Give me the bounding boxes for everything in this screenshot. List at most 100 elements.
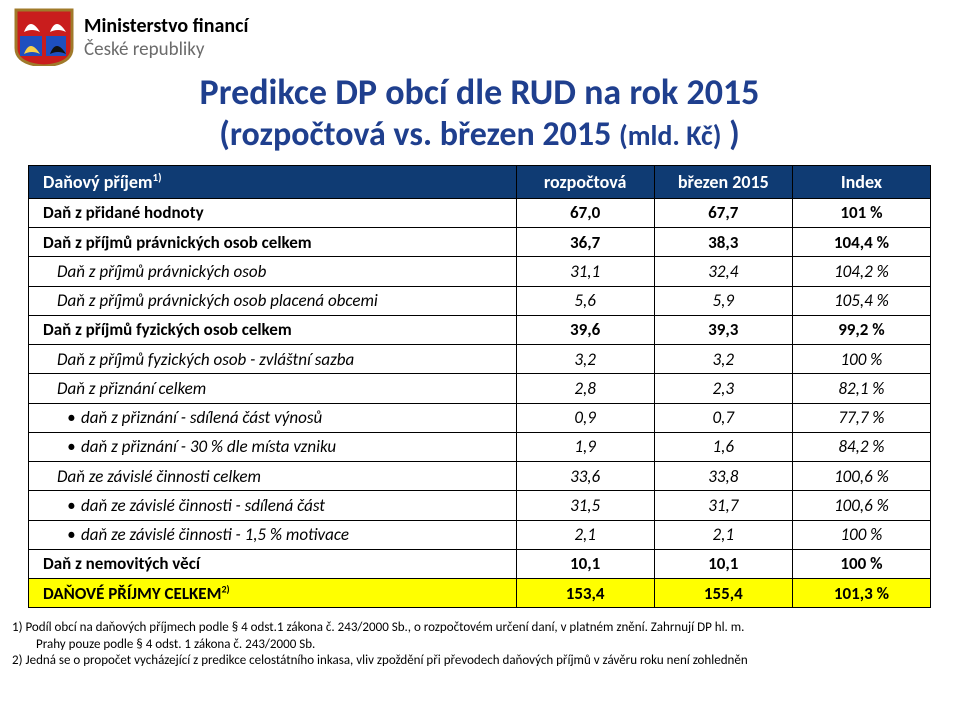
footnotes: 1) Podíl obcí na daňových příjmech podle… [12,620,947,669]
cell-v2: 67,7 [654,198,792,227]
col-header-3: Index [792,165,930,198]
row-label: DAŇOVÉ PŘÍJMY CELKEM2) [29,579,517,608]
row-label: Daň z příjmů fyzických osob - zvláštní s… [29,345,517,374]
header-text: Ministerstvo financí České republiky [84,14,248,61]
cell-v3: 100 % [792,345,930,374]
cell-v1: 39,6 [516,315,654,344]
row-label: Daň z nemovitých věcí [29,549,517,578]
row-label-text: Daň z příjmů právnických osob placená ob… [57,290,378,311]
cell-v1: 33,6 [516,462,654,491]
data-table: Daňový příjem1) rozpočtová březen 2015 I… [28,165,931,609]
bullet-icon: • [67,407,81,428]
cell-v3: 100,6 % [792,491,930,520]
cell-v2: 38,3 [654,228,792,257]
table-row: DAŇOVÉ PŘÍJMY CELKEM2)153,4155,4101,3 % [29,579,931,608]
table-row: Daň ze závislé činnosti celkem 33,633,810… [29,462,931,491]
col-header-label-text: Daňový příjem [43,171,153,193]
table-row: •daň ze závislé činnosti - 1,5 % motivac… [29,520,931,549]
cell-v3: 100,6 % [792,462,930,491]
table-row: •daň z přiznání - 30 % dle místa vzniku1… [29,432,931,461]
footnote-1: 1) Podíl obcí na daňových příjmech podle… [12,620,947,636]
row-label: Daň z příjmů právnických osob [29,257,517,286]
footnote-2: 2) Jedná se o propočet vycházející z pre… [12,653,947,669]
row-label-text: Daň z příjmů fyzických osob celkem [43,319,292,340]
cell-v3: 101,3 % [792,579,930,608]
cell-v2: 10,1 [654,549,792,578]
row-label: •daň ze závislé činnosti - 1,5 % motivac… [29,520,517,549]
cell-v2: 2,3 [654,374,792,403]
ministry-name: Ministerstvo financí [84,14,248,38]
cell-v3: 99,2 % [792,315,930,344]
bullet-icon: • [67,495,81,516]
row-label-text: Daň z příjmů fyzických osob - zvláštní s… [57,349,354,370]
cell-v3: 104,4 % [792,228,930,257]
title-line2-open: (rozpočtová vs. březen 2015 [219,114,619,155]
row-label-text: daň z přiznání - 30 % dle místa vzniku [81,436,336,457]
row-label-text: daň ze závislé činnosti - 1,5 % motivace [81,524,349,545]
row-label-text: Daň z nemovitých věcí [43,553,200,574]
row-label-text: Daň z příjmů právnických osob [57,261,266,282]
ministry-subtitle: České republiky [84,38,248,61]
cell-v1: 2,1 [516,520,654,549]
bullet-icon: • [67,524,81,545]
col-header-2: březen 2015 [654,165,792,198]
row-label: Daň z příjmů fyzických osob celkem [29,315,517,344]
table-header-row: Daňový příjem1) rozpočtová březen 2015 I… [29,165,931,198]
cell-v3: 100 % [792,549,930,578]
row-label-sup: 2) [221,582,229,595]
cell-v1: 36,7 [516,228,654,257]
cell-v2: 2,1 [654,520,792,549]
crest-icon [14,8,74,66]
cell-v3: 104,2 % [792,257,930,286]
row-label-text: daň z přiznání - sdílená část výnosů [81,407,322,428]
cell-v1: 31,1 [516,257,654,286]
cell-v1: 1,9 [516,432,654,461]
bullet-icon: • [67,436,81,457]
cell-v1: 3,2 [516,345,654,374]
cell-v2: 1,6 [654,432,792,461]
table-row: Daň z příjmů právnických osob 31,132,4104… [29,257,931,286]
table-row: Daň z příjmů právnických osob celkem 36,7… [29,228,931,257]
table-row: Daň z přiznání celkem2,82,382,1 % [29,374,931,403]
cell-v2: 31,7 [654,491,792,520]
cell-v3: 101 % [792,198,930,227]
col-header-label: Daňový příjem1) [29,165,517,198]
row-label-text: Daň z příjmů právnických osob celkem [43,232,312,253]
table-row: Daň z přidané hodnoty67,067,7101 % [29,198,931,227]
footnote-1b: Prahy pouze podle § 4 odst. 1 zákona č. … [12,637,947,653]
cell-v1: 153,4 [516,579,654,608]
row-label-text: daň ze závislé činnosti - sdílená část [81,495,325,516]
table-row: •daň ze závislé činnosti - sdílená část 3… [29,491,931,520]
cell-v1: 31,5 [516,491,654,520]
cell-v2: 3,2 [654,345,792,374]
row-label: Daň z příjmů právnických osob placená ob… [29,286,517,315]
cell-v3: 100 % [792,520,930,549]
title-line2-close: ) [721,114,739,155]
table-row: •daň z přiznání - sdílená část výnosů0,9… [29,403,931,432]
cell-v2: 33,8 [654,462,792,491]
cell-v3: 77,7 % [792,403,930,432]
page-title: Predikce DP obcí dle RUD na rok 2015 (ro… [40,72,919,155]
cell-v2: 155,4 [654,579,792,608]
row-label: •daň z přiznání - 30 % dle místa vzniku [29,432,517,461]
cell-v3: 82,1 % [792,374,930,403]
row-label: Daň z příjmů právnických osob celkem [29,228,517,257]
cell-v2: 32,4 [654,257,792,286]
row-label: •daň z přiznání - sdílená část výnosů [29,403,517,432]
row-label: Daň ze závislé činnosti celkem [29,462,517,491]
table-row: Daň z příjmů fyzických osob celkem39,639… [29,315,931,344]
cell-v2: 0,7 [654,403,792,432]
cell-v1: 10,1 [516,549,654,578]
cell-v1: 2,8 [516,374,654,403]
row-label-text: DAŇOVÉ PŘÍJMY CELKEM [43,583,221,604]
cell-v2: 5,9 [654,286,792,315]
page-header: Ministerstvo financí České republiky [0,0,959,70]
col-header-1: rozpočtová [516,165,654,198]
cell-v3: 105,4 % [792,286,930,315]
row-label-text: Daň ze závislé činnosti celkem [57,466,261,487]
title-block: Predikce DP obcí dle RUD na rok 2015 (ro… [40,72,919,155]
row-label-text: Daň z přidané hodnoty [43,202,204,223]
data-table-wrap: Daňový příjem1) rozpočtová březen 2015 I… [28,165,931,609]
table-row: Daň z nemovitých věcí10,110,1100 % [29,549,931,578]
row-label: Daň z přiznání celkem [29,374,517,403]
